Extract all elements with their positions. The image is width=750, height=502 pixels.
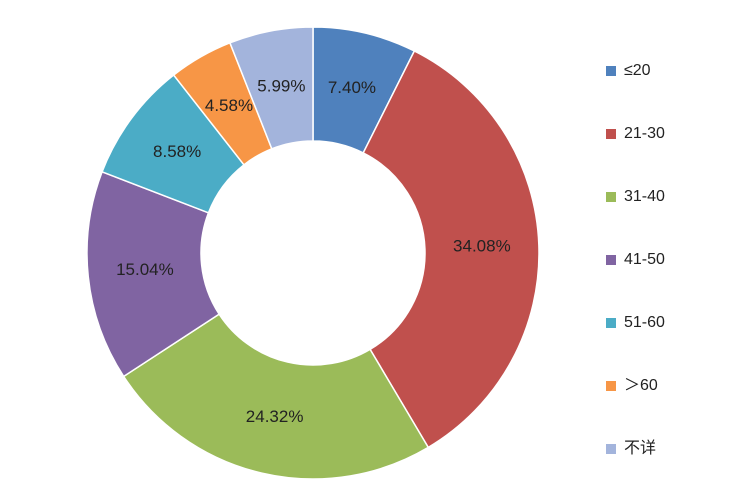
- legend-swatch: [606, 381, 616, 391]
- legend-swatch: [606, 66, 616, 76]
- legend-swatch: [606, 255, 616, 265]
- data-label: 15.04%: [116, 260, 174, 279]
- legend-label: ＞60: [624, 377, 658, 394]
- legend-label: 51-60: [624, 314, 665, 331]
- data-label: 8.58%: [153, 142, 201, 161]
- data-label: 34.08%: [453, 237, 511, 256]
- data-label: 4.58%: [205, 96, 253, 115]
- legend-swatch: [606, 129, 616, 139]
- legend-swatch: [606, 444, 616, 454]
- data-label: 24.32%: [246, 407, 304, 426]
- donut-slice: [362, 49, 540, 449]
- data-label: 7.40%: [328, 78, 376, 97]
- legend-swatch: [606, 192, 616, 202]
- donut-slice: [228, 26, 314, 150]
- legend-label: 不详: [624, 439, 656, 457]
- legend-label: 31-40: [624, 188, 665, 205]
- donut-slice: [122, 313, 430, 480]
- legend-label: 41-50: [624, 251, 665, 268]
- donut-slice: [86, 170, 221, 378]
- data-label: 5.99%: [257, 76, 305, 95]
- legend-label: ≤20: [624, 62, 651, 79]
- legend-swatch: [606, 318, 616, 328]
- legend-label: 21-30: [624, 125, 665, 142]
